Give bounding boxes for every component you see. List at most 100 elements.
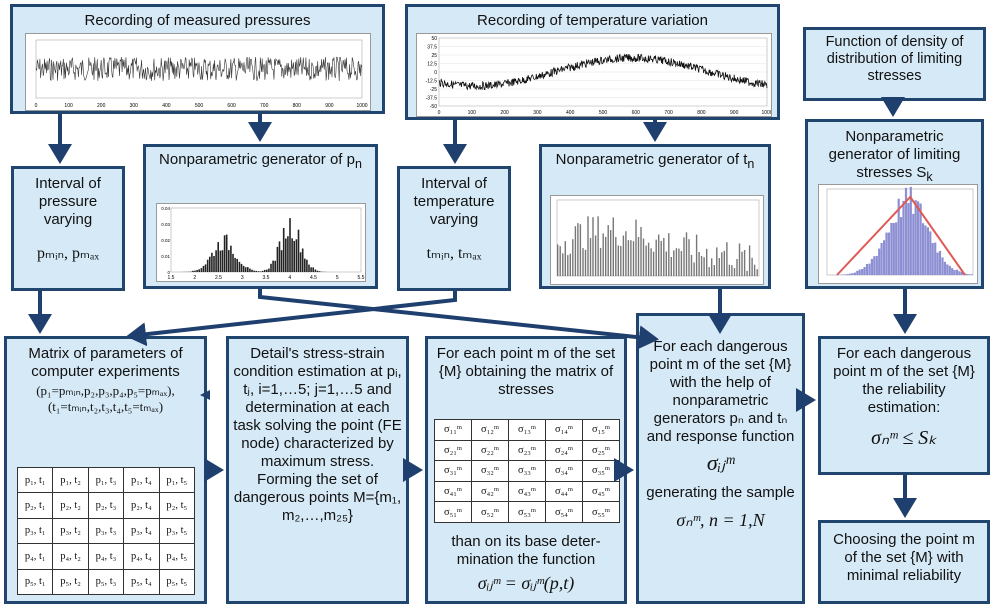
- pressure-recording-box: Recording of measured pressures 0 100 200 3…: [10, 4, 385, 114]
- t-hist-bar: [589, 238, 592, 276]
- stress-cell: σ₅₅ᵐ: [582, 501, 620, 523]
- stress-cell: σ₃₂ᵐ: [471, 460, 509, 482]
- t-hist-bar: [728, 264, 731, 276]
- limit-hist-bar: [919, 203, 922, 275]
- stress-cell: σ₃₅ᵐ: [582, 460, 620, 482]
- p-hist-bar: [266, 269, 268, 272]
- p-hist-bar: [247, 267, 249, 272]
- t-hist-bar: [635, 219, 637, 276]
- limit-hist-bar: [917, 201, 920, 275]
- pressure-x-tick: 300: [130, 103, 139, 109]
- p-hist-bar: [282, 228, 285, 272]
- t-hist-bar: [579, 224, 582, 276]
- temperature-y-tick: -12.5: [426, 79, 438, 85]
- t-hist-bar: [668, 233, 670, 276]
- param-cell: p₁, t₂: [52, 466, 89, 494]
- param-cell: p₁, t₄: [123, 466, 160, 494]
- p-hist-x-tick: 3: [241, 275, 244, 281]
- t-hist-bar: [700, 255, 703, 276]
- p-hist-bar: [242, 265, 245, 272]
- stress-cell: σ₄₂ᵐ: [471, 480, 509, 503]
- stress-matrix-footer: than on its base deter-mination the func…: [451, 533, 601, 568]
- param-cell: p₂, t₅: [158, 492, 196, 519]
- t-hist-bar: [564, 241, 566, 276]
- p-hist-bar: [238, 261, 241, 272]
- p-hist-bar: [272, 260, 274, 272]
- limit-hist-bar: [858, 269, 861, 275]
- temperature-recording-title: Recording of temperature variation: [477, 12, 708, 29]
- t-hist-bar: [559, 246, 561, 276]
- dangerous-generators-box: For each dangerous point m of the set {M…: [636, 313, 805, 604]
- t-hist-bar: [584, 249, 587, 276]
- t-hist-bar: [620, 246, 622, 276]
- t-hist-bar: [655, 239, 657, 276]
- pressure-histogram: 0.04 0.03 0.02 0.01 0 1.5 2 2.5 3 3.5 4 4.5 5 5.5: [156, 203, 366, 282]
- limit-hist-bar: [936, 252, 939, 275]
- p-hist-bar: [278, 241, 281, 272]
- temperature-x-tick: 700: [664, 110, 673, 116]
- temperature-y-tick: -25: [430, 87, 437, 93]
- stress-cell: σ₂₂ᵐ: [471, 439, 509, 462]
- p-hist-y-tick: 0.04: [161, 206, 170, 211]
- t-hist-bar: [678, 248, 680, 276]
- p-hist-bar: [232, 253, 234, 272]
- limiting-generator-title: Nonparametric generator of limiting stre…: [828, 128, 961, 184]
- p-hist-bar: [240, 263, 243, 272]
- reliability-text: For each dangerous point m of the set {M…: [833, 345, 975, 416]
- pressure-x-tick: 400: [162, 103, 171, 109]
- density-function-box: Function of density of distribution of l…: [803, 27, 986, 101]
- reliability-box: For each dangerous point m of the set {M…: [818, 336, 990, 475]
- t-hist-bar: [612, 217, 614, 276]
- temperature-x-tick: 400: [566, 110, 575, 116]
- stress-strain-box: Detail's stress-strain condition estimat…: [226, 336, 409, 604]
- t-hist-bar: [703, 257, 705, 276]
- stress-cell: σ₄₃ᵐ: [508, 480, 546, 503]
- limit-hist-bar: [890, 222, 893, 275]
- t-hist-bar: [637, 237, 640, 276]
- param-cell: p₅, t₁: [16, 568, 54, 596]
- density-function-text: Function of density of distribution of l…: [825, 34, 964, 84]
- t-hist-bar: [706, 248, 708, 276]
- param-row: p₂, t₁ p₂, t₂ p₂, t₃ p₂, t₄ p₂, t₅: [16, 492, 196, 519]
- temperature-signal: [438, 53, 768, 91]
- param-cell: p₄, t₁: [16, 543, 54, 570]
- choosing-point-box: Choosing the point m of the set {M} with…: [818, 520, 990, 604]
- pressure-recording-title: Recording of measured pressures: [84, 12, 311, 29]
- t-hist-bar: [599, 247, 602, 276]
- p-hist-bar: [234, 257, 236, 272]
- param-cell: p₃, t₂: [52, 517, 89, 545]
- param-row: p₄, t₁ p₄, t₂ p₄, t₃ p₄, t₄ p₄, t₅: [16, 543, 196, 570]
- t-hist-bar: [693, 262, 695, 276]
- t-hist-bar: [688, 239, 690, 276]
- p-values: (p₁=pₘᵢₙ,p₂,p₃,p₄,p₅=pₘₐₓ),: [36, 383, 175, 398]
- arrow-tinterval-to-matrix: [126, 291, 457, 347]
- t-hist-bar: [652, 251, 655, 276]
- param-cell: p₂, t₄: [123, 492, 160, 519]
- t-hist-bar: [640, 227, 642, 276]
- stress-matrix-title: For each point m of the set {M} obtainin…: [436, 345, 616, 398]
- t-hist-bar: [642, 238, 645, 276]
- t-hist-bar: [567, 255, 569, 276]
- t-hist-bar: [592, 217, 594, 276]
- temperature-recording-box: Recording of temperature variation 50 37.…: [405, 4, 780, 120]
- limit-hist-bar: [848, 273, 852, 275]
- limit-hist-bar: [912, 213, 915, 275]
- p-hist-bar: [312, 267, 314, 272]
- p-hist-bar: [206, 259, 209, 272]
- limit-hist-bar: [948, 265, 951, 275]
- p-hist-bar: [230, 245, 232, 272]
- t-hist-bar: [738, 243, 741, 276]
- limit-hist-bar: [970, 274, 973, 275]
- param-cell: p₂, t₁: [16, 492, 54, 519]
- temperature-x-tick: 900: [730, 110, 739, 116]
- t-hist-bar: [577, 223, 579, 276]
- p-hist-bar: [217, 242, 219, 272]
- pressure-x-tick: 900: [325, 103, 334, 109]
- t-hist-bar: [718, 258, 720, 276]
- stress-cell: σ₅₄ᵐ: [545, 501, 583, 523]
- t-hist-bar: [736, 259, 738, 276]
- pressure-x-tick: 0: [35, 103, 38, 109]
- p-hist-bar: [194, 270, 196, 272]
- param-cell: p₅, t₃: [87, 568, 125, 596]
- stress-cell: σ₄₄ᵐ: [545, 480, 583, 503]
